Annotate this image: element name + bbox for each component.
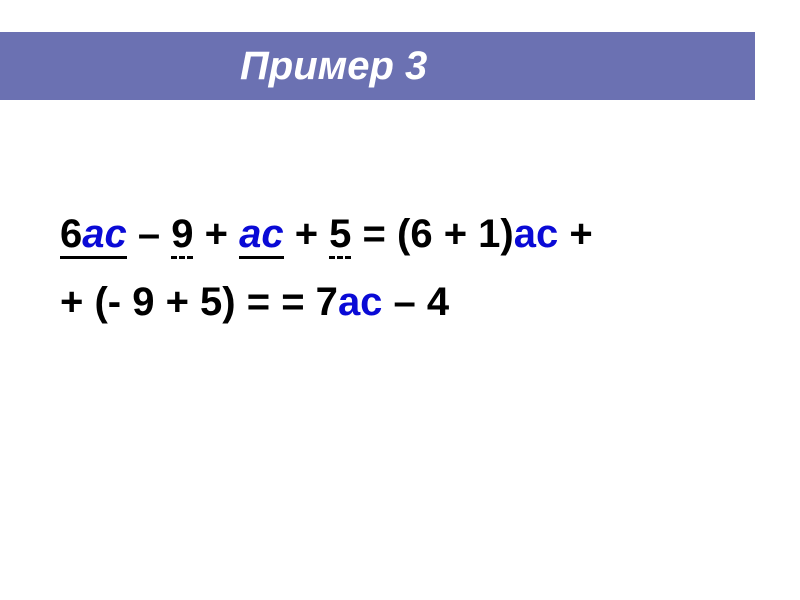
expression-line-1: 6ас – 9 + ас + 5 = (6 + 1)ас + [60,200,750,268]
term-6ac: 6ас [60,212,127,259]
var-ac-3: ас [514,212,559,256]
coef-6: 6 [60,212,82,256]
term-5: 5 [329,212,351,259]
eq-1: = [351,212,397,256]
line2-tail: – 4 [382,280,449,324]
op-plus-1: + [193,212,239,256]
rhs-tail-1: + [558,212,592,256]
var-ac-1: ас [82,212,127,256]
title-band: Пример 3 [0,32,755,100]
term-9: 9 [171,212,193,259]
rhs-paren: (6 + 1) [397,212,514,256]
op-minus-1: – [127,212,171,256]
slide-title: Пример 3 [240,44,427,89]
expression-line-2: + (- 9 + 5) = = 7ас – 4 [60,268,750,336]
var-ac-4: ас [338,280,383,324]
line2-lead: + (- 9 + 5) = = 7 [60,280,338,324]
term-ac: ас [239,212,284,259]
math-content: 6ас – 9 + ас + 5 = (6 + 1)ас + + (- 9 + … [60,200,750,336]
slide: Пример 3 6ас – 9 + ас + 5 = (6 + 1)ас + … [0,0,800,600]
var-ac-2: ас [239,212,284,256]
op-plus-2: + [284,212,330,256]
